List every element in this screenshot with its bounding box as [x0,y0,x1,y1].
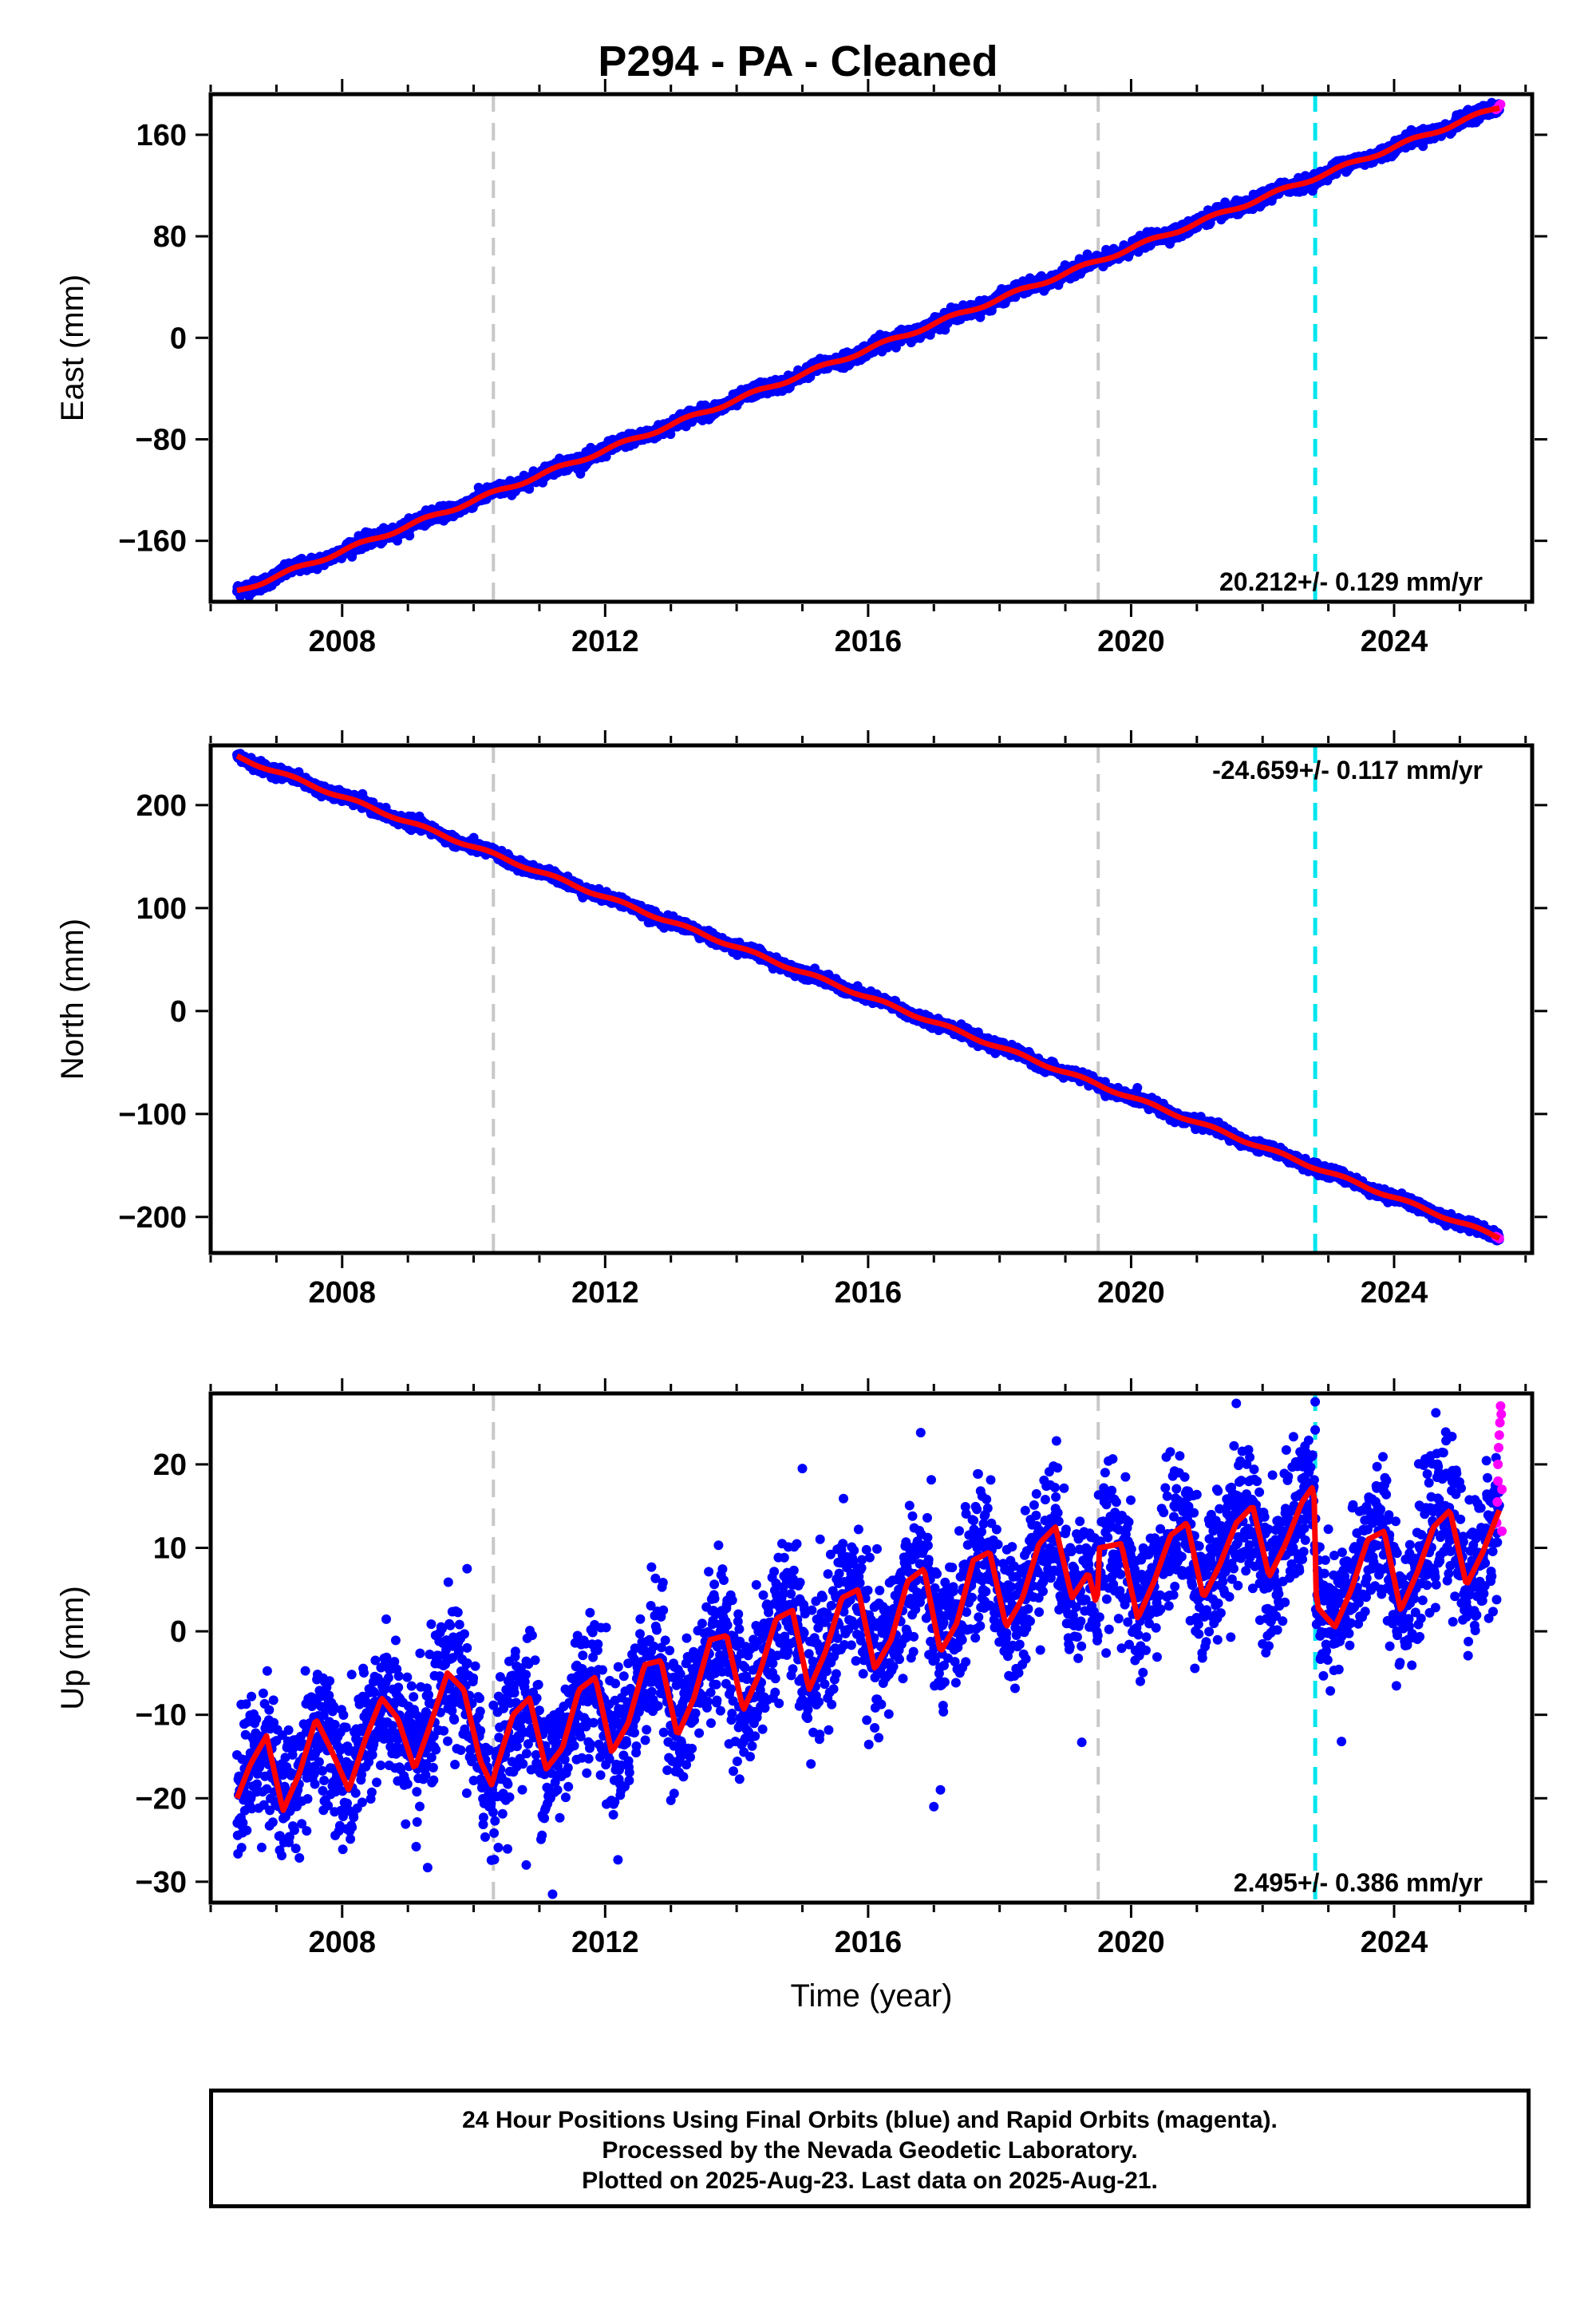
y-tick-label: 160 [136,119,187,152]
velocity-rate-label: 20.212+/- 0.129 mm/yr [1219,567,1483,596]
y-tick-label: −80 [136,423,187,456]
north-panel: 2008 2012 2016 2020 20242001000−100−200North… [55,730,1547,1310]
x-tick-label: 2012 [571,625,639,658]
y-axis-label: East (mm) [55,275,90,421]
model-fit-curve [236,105,1500,594]
x-tick-label: 2016 [835,625,903,658]
x-tick-label: 2020 [1097,625,1165,658]
y-tick-label: 80 [153,220,187,254]
y-tick-label: 0 [170,322,187,355]
x-tick-label: 2024 [1361,625,1428,658]
chart-title: P294 - PA - Cleaned [598,38,998,85]
y-tick-label: −160 [118,525,187,559]
east-panel: 2008 2012 2016 2020 2024 160 80 0 −80 −160 East (m… [55,79,1547,658]
x-tick-label: 2008 [309,625,377,658]
